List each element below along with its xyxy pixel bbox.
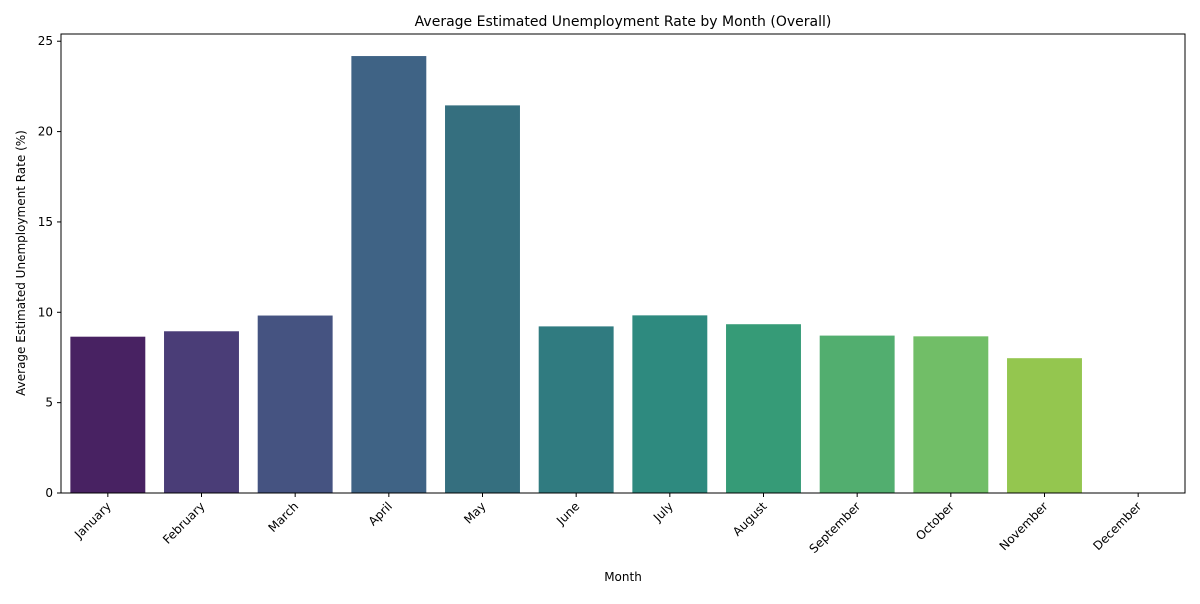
bars-group <box>70 56 1082 494</box>
bar-september <box>819 335 895 493</box>
y-tick-label: 20 <box>38 125 53 139</box>
y-tick-label: 10 <box>38 305 53 319</box>
x-axis-label: Month <box>604 570 642 584</box>
chart-title: Average Estimated Unemployment Rate by M… <box>415 14 832 30</box>
bar-august <box>726 324 801 493</box>
bar-february <box>164 331 239 493</box>
bar-june <box>538 326 614 493</box>
plot-frame <box>60 33 1186 494</box>
axis-spines <box>60 33 1186 494</box>
bar-november <box>1007 358 1082 493</box>
y-axis: 0 5 10 15 20 25 <box>38 34 61 500</box>
y-tick-label: 25 <box>38 34 53 48</box>
bar-march <box>257 315 333 493</box>
bar-january <box>70 336 146 493</box>
y-tick-label: 15 <box>38 215 53 229</box>
bar-may <box>445 105 520 493</box>
y-tick-label: 5 <box>45 396 53 410</box>
y-tick-label: 0 <box>45 486 53 500</box>
y-axis-label: Average Estimated Unemployment Rate (%) <box>14 130 28 396</box>
bar-october <box>913 336 989 493</box>
bar-april <box>351 56 427 494</box>
bar-july <box>632 315 708 493</box>
